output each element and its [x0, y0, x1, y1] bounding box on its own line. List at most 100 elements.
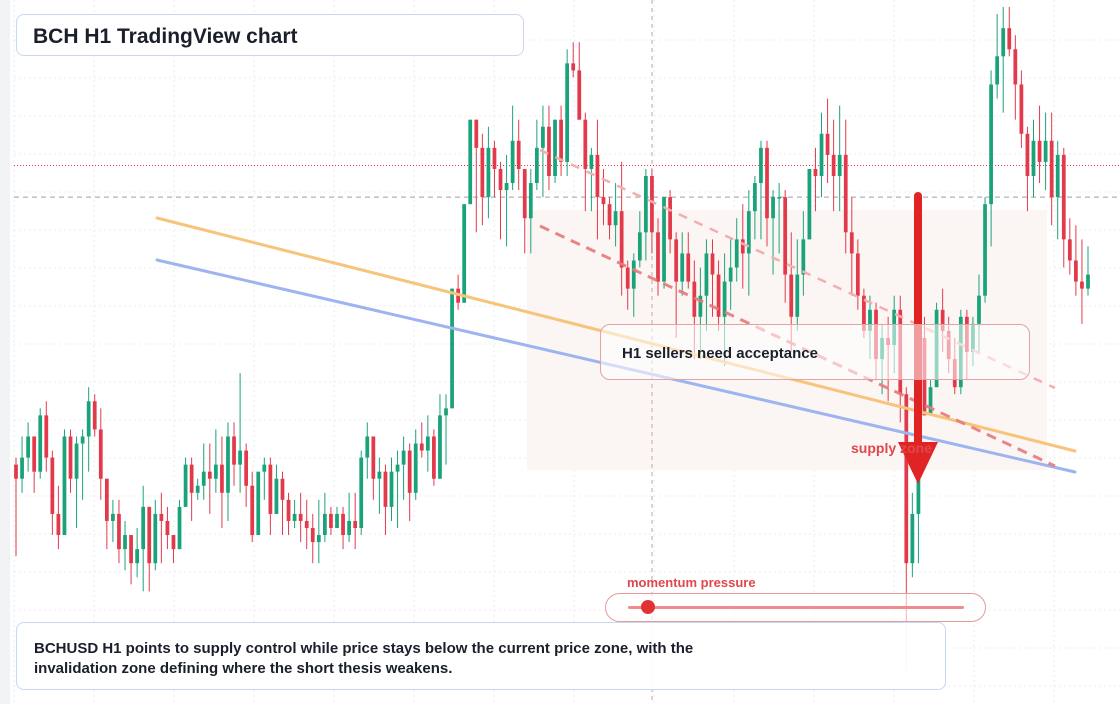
- candle: [153, 499, 158, 571]
- candle: [516, 119, 521, 191]
- candle-body: [468, 119, 473, 205]
- candle: [280, 471, 285, 536]
- candle: [825, 98, 830, 184]
- momentum-slider[interactable]: [605, 593, 986, 622]
- candle-body: [401, 450, 406, 465]
- candle-body: [837, 154, 842, 176]
- candle-body: [347, 520, 351, 536]
- candle: [849, 197, 854, 296]
- candle-body: [855, 253, 860, 296]
- candle-body: [995, 56, 1000, 85]
- candle-body: [171, 535, 176, 550]
- candle: [807, 168, 812, 240]
- candle-body: [1025, 133, 1030, 176]
- candle-body: [389, 471, 394, 507]
- candle: [783, 190, 788, 303]
- candle: [310, 513, 315, 564]
- candle-body: [795, 274, 800, 317]
- candle: [625, 260, 630, 310]
- candle-body: [589, 154, 594, 169]
- candle: [777, 183, 781, 254]
- candle-body: [565, 63, 570, 162]
- candle: [407, 443, 412, 521]
- candle-body: [383, 471, 388, 507]
- candle-body: [619, 211, 624, 268]
- candle-body: [668, 197, 672, 240]
- candle: [159, 492, 164, 564]
- candle-body: [541, 126, 545, 148]
- candle: [595, 119, 600, 240]
- candle: [232, 422, 236, 486]
- candle: [771, 190, 775, 275]
- candle-body: [983, 204, 987, 296]
- candle-body: [141, 506, 146, 550]
- candle-body: [335, 513, 339, 528]
- candle: [26, 422, 30, 472]
- candle: [329, 506, 333, 536]
- candle: [716, 260, 721, 331]
- candle-body: [353, 520, 358, 528]
- candle: [995, 14, 1000, 99]
- candle: [662, 197, 666, 289]
- candle: [189, 457, 194, 521]
- candle-body: [643, 176, 648, 233]
- candle: [680, 232, 685, 296]
- candle: [710, 239, 715, 317]
- candle: [480, 133, 485, 226]
- candle-body: [740, 239, 745, 254]
- candle: [183, 457, 188, 507]
- candle-body: [783, 197, 788, 275]
- candle: [395, 450, 400, 528]
- candle: [910, 492, 915, 578]
- candle: [171, 535, 176, 564]
- candle-body: [189, 464, 194, 493]
- candle: [250, 471, 255, 543]
- candle-body: [940, 309, 945, 331]
- candle: [104, 478, 109, 550]
- candle: [432, 429, 436, 486]
- candle: [813, 147, 818, 212]
- candle-body: [1001, 28, 1006, 57]
- candle: [68, 429, 73, 493]
- candle: [165, 506, 170, 550]
- candle: [1025, 126, 1030, 212]
- candle-body: [662, 197, 666, 282]
- candle: [62, 429, 67, 536]
- summary-panel: BCHUSD H1 points to supply control while…: [16, 622, 946, 690]
- candle: [619, 161, 624, 296]
- candle-body: [220, 464, 224, 493]
- candle-body: [849, 232, 854, 254]
- candle-body: [746, 211, 751, 254]
- candle-body: [625, 267, 630, 289]
- candle: [1013, 35, 1018, 120]
- candle: [1080, 239, 1084, 324]
- candle: [1061, 147, 1066, 268]
- candle-body: [111, 513, 115, 521]
- candle: [704, 239, 709, 331]
- candle-body: [68, 436, 73, 479]
- candle-body: [80, 436, 85, 444]
- candle: [256, 471, 261, 536]
- candle: [304, 499, 309, 550]
- momentum-knob[interactable]: [641, 600, 656, 614]
- candle: [843, 119, 848, 254]
- candle-body: [1061, 154, 1066, 240]
- candle: [571, 42, 576, 78]
- candle-body: [129, 535, 133, 564]
- candle-body: [765, 147, 769, 219]
- candle-body: [238, 450, 242, 465]
- candle-body: [123, 535, 127, 550]
- price-scale-strip: [0, 0, 10, 704]
- candle-body: [274, 478, 279, 514]
- candle: [353, 492, 358, 550]
- candle: [425, 415, 430, 472]
- candle: [565, 49, 570, 176]
- candle-body: [26, 436, 30, 458]
- candle-body: [656, 232, 660, 282]
- candle: [674, 232, 679, 338]
- candle: [220, 436, 224, 528]
- candle: [462, 204, 467, 303]
- candle-body: [268, 464, 273, 514]
- candle: [456, 274, 461, 310]
